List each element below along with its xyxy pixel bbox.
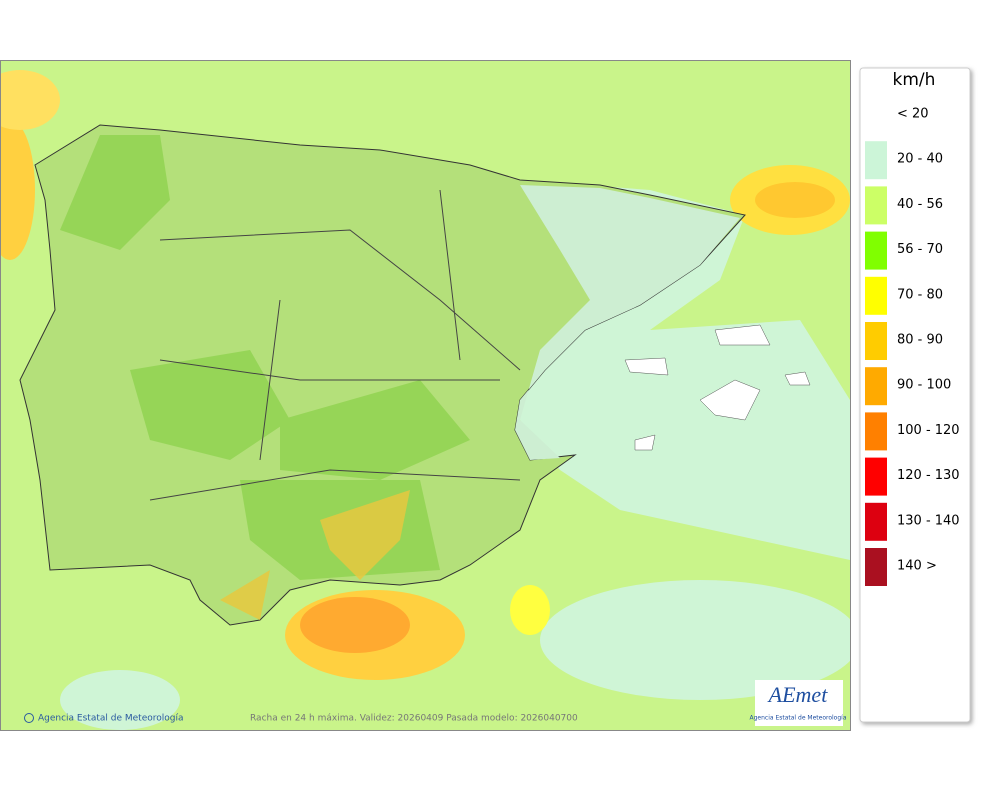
legend-swatch xyxy=(865,457,887,496)
legend-swatch xyxy=(865,186,887,225)
credit: Agencia Estatal de Meteorología xyxy=(38,714,184,724)
legend-label: 20 - 40 xyxy=(897,152,943,167)
gust-zone xyxy=(0,120,35,260)
legend-label: 70 - 80 xyxy=(897,287,943,302)
legend-swatch xyxy=(865,141,887,180)
logo-subtitle: Agencia Estatal de Meteorología xyxy=(750,715,847,722)
legend-swatch xyxy=(865,412,887,451)
copyright-icon xyxy=(24,713,34,723)
legend-label: 80 - 90 xyxy=(897,333,943,348)
legend-label: 120 - 130 xyxy=(897,468,960,483)
legend-label: 90 - 100 xyxy=(897,378,951,393)
legend-unit: km/h xyxy=(893,70,936,90)
gust-zone xyxy=(220,490,410,620)
legend-label: 100 - 120 xyxy=(897,423,960,438)
map: Agencia Estatal de Meteorología Racha en… xyxy=(0,60,850,730)
logo-brand: AEmet xyxy=(767,682,829,707)
legend-swatch xyxy=(865,548,887,586)
legend-label: < 20 xyxy=(897,107,929,122)
legend xyxy=(859,67,971,723)
gust-zone xyxy=(0,70,60,130)
map-frame xyxy=(0,60,851,731)
gust-zone xyxy=(300,597,410,653)
legend-swatch xyxy=(865,367,887,406)
legend-swatch xyxy=(865,322,887,360)
legend-swatch xyxy=(865,276,887,315)
border xyxy=(149,189,521,501)
caption: Racha en 24 h máxima. Validez: 20260409 … xyxy=(250,714,578,724)
gust-zone xyxy=(510,585,550,635)
wind-zone xyxy=(60,135,470,580)
legend-label: 130 - 140 xyxy=(897,513,960,528)
legend-swatch xyxy=(865,502,887,541)
legend-label: 140 > xyxy=(897,559,937,574)
island xyxy=(624,324,811,451)
legend-label: 56 - 70 xyxy=(897,242,943,257)
legend-swatch xyxy=(865,231,887,270)
gust-zone xyxy=(755,182,835,218)
logo-box xyxy=(755,680,843,726)
legend-label: 40 - 56 xyxy=(897,197,943,212)
calm-zone xyxy=(60,670,180,730)
calm-zone xyxy=(515,185,740,460)
calm-zone xyxy=(540,580,850,700)
